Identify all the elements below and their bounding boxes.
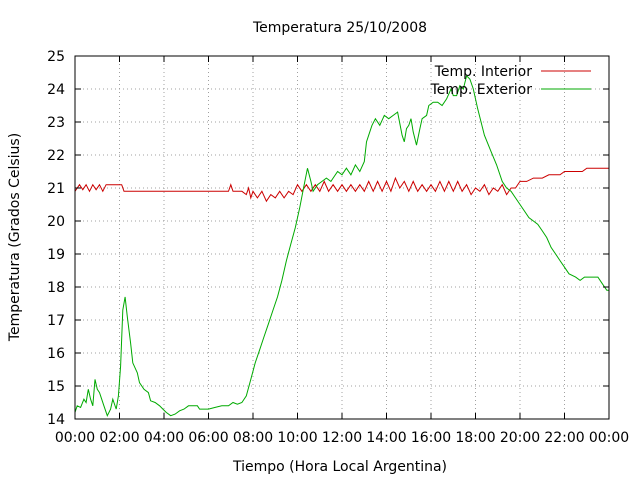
x-axis-ticks: 00:00 02:00 04:00 06:00 08:00 10:00 12:00 14:00… xyxy=(55,56,629,446)
chart-title: Temperatura 25/10/2008 xyxy=(252,20,427,36)
x-tick-label: 00:00 xyxy=(589,430,629,446)
x-tick-label: 08:00 xyxy=(233,430,273,446)
x-tick-label: 20:00 xyxy=(500,430,540,446)
x-tick-label: 16:00 xyxy=(411,430,451,446)
x-tick-label: 14:00 xyxy=(366,430,406,446)
x-tick-label: 10:00 xyxy=(277,430,317,446)
x-tick-label: 22:00 xyxy=(544,430,584,446)
x-tick-label: 00:00 xyxy=(55,430,95,446)
y-tick-label: 18 xyxy=(47,280,65,296)
y-axis-ticks: 14 15 16 17 18 19 20 21 22 23 24 25 xyxy=(47,49,609,428)
y-tick-label: 22 xyxy=(47,148,65,164)
y-tick-label: 24 xyxy=(47,82,65,98)
x-tick-label: 04:00 xyxy=(144,430,184,446)
series-line-temp-interior xyxy=(74,167,609,203)
y-tick-label: 25 xyxy=(47,49,65,65)
x-tick-label: 12:00 xyxy=(322,430,362,446)
x-axis-label: Tiempo (Hora Local Argentina) xyxy=(232,459,447,475)
y-tick-label: 21 xyxy=(47,181,65,197)
legend-label: Temp. Interior xyxy=(434,64,533,80)
y-tick-label: 20 xyxy=(47,214,65,230)
y-tick-label: 14 xyxy=(47,412,65,428)
y-tick-label: 16 xyxy=(47,346,65,362)
y-tick-label: 15 xyxy=(47,379,65,395)
x-tick-label: 02:00 xyxy=(99,430,139,446)
y-axis-label: Temperatura (Grados Celsius) xyxy=(7,133,23,342)
y-tick-label: 23 xyxy=(47,115,65,131)
y-tick-label: 17 xyxy=(47,313,65,329)
y-tick-label: 19 xyxy=(47,247,65,263)
grid-lines xyxy=(75,56,609,419)
series-group xyxy=(74,74,609,417)
legend-label: Temp. Exterior xyxy=(430,82,533,98)
x-tick-label: 06:00 xyxy=(188,430,228,446)
legend: Temp. Interior Temp. Exterior xyxy=(430,64,591,98)
series-line-temp-exterior xyxy=(74,74,609,417)
x-tick-label: 18:00 xyxy=(455,430,495,446)
